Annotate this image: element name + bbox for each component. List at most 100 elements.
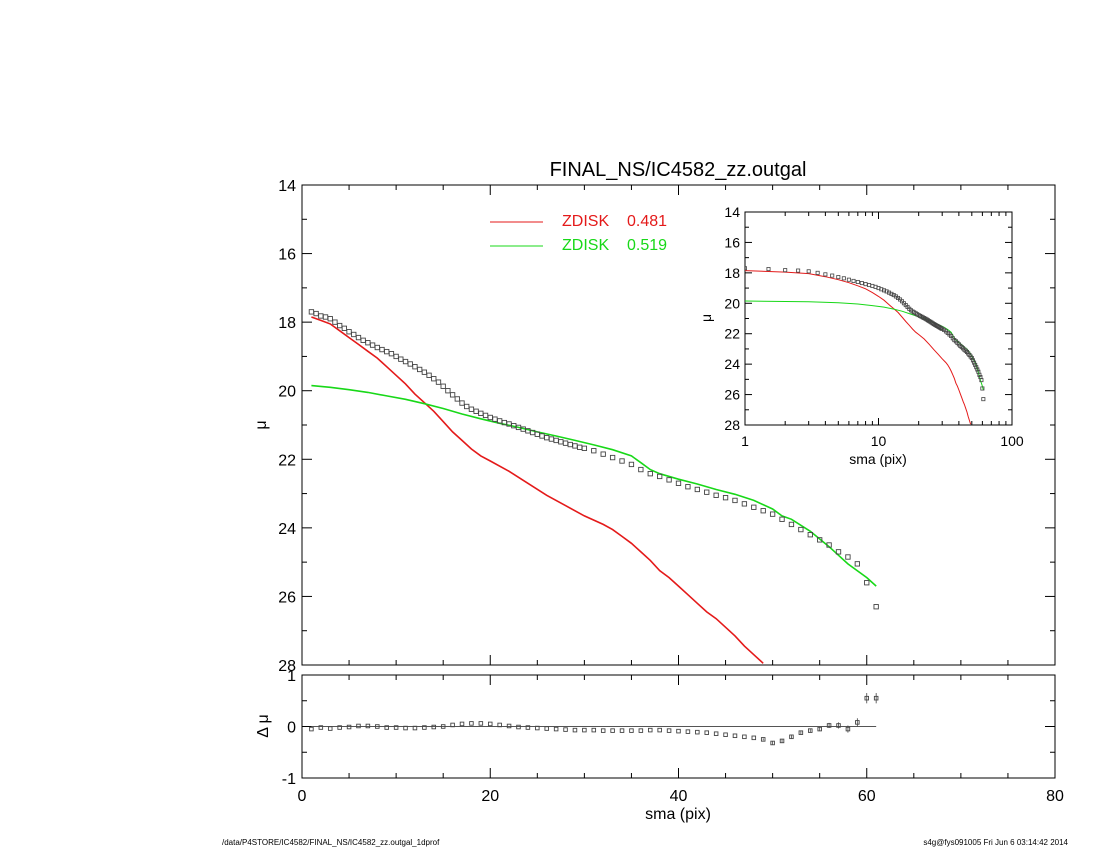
inset-x-tick-label: 10 bbox=[871, 433, 887, 449]
main-data-point bbox=[398, 356, 404, 362]
main-data-point bbox=[459, 400, 465, 406]
inset-data-point bbox=[969, 356, 974, 361]
main-data-point bbox=[548, 436, 555, 442]
main-data-point bbox=[864, 580, 870, 586]
inset-data-point bbox=[975, 367, 980, 372]
residual-point bbox=[450, 722, 455, 728]
inset-x-label: sma (pix) bbox=[849, 451, 907, 467]
inset-data-point bbox=[859, 281, 864, 286]
inset-data-points bbox=[745, 266, 986, 402]
main-data-point bbox=[327, 316, 333, 322]
residual-x-tick-label: 0 bbox=[298, 788, 307, 805]
main-data-point bbox=[313, 310, 319, 317]
main-data-point bbox=[412, 364, 418, 370]
main-series-line-1 bbox=[311, 316, 764, 664]
main-y-tick-label: 20 bbox=[278, 384, 296, 401]
main-data-points bbox=[308, 309, 879, 610]
main-data-point bbox=[591, 448, 597, 454]
main-data-point bbox=[341, 325, 348, 331]
residual-point bbox=[808, 728, 813, 733]
main-data-point bbox=[732, 497, 738, 504]
residual-point bbox=[732, 733, 738, 739]
main-data-point bbox=[417, 366, 423, 373]
residual-point bbox=[375, 724, 380, 729]
inset-data-point bbox=[970, 358, 975, 363]
inset-y-tick-label: 22 bbox=[724, 326, 740, 342]
main-data-point bbox=[581, 445, 588, 451]
inset-y-tick-label: 28 bbox=[724, 417, 740, 433]
main-y-tick-label: 28 bbox=[278, 658, 296, 675]
inset-y-tick-label: 20 bbox=[724, 295, 740, 311]
residual-point bbox=[817, 726, 822, 732]
main-data-point bbox=[308, 309, 315, 315]
legend-value-zdisk-1: 0.481 bbox=[627, 213, 667, 230]
main-data-point bbox=[600, 451, 606, 457]
residual-point bbox=[591, 727, 597, 733]
residual-point bbox=[422, 725, 427, 730]
main-y-tick-label: 26 bbox=[278, 589, 296, 606]
footer-file-path: /data/P4STORE/IC4582/FINAL_NS/IC4582_zz.… bbox=[222, 838, 440, 847]
residual-y-tick-label: 0 bbox=[287, 720, 296, 737]
inset-data-point bbox=[979, 378, 984, 383]
main-data-point bbox=[826, 542, 832, 548]
inset-panel-frame bbox=[744, 211, 1013, 426]
residual-point bbox=[365, 723, 371, 729]
main-data-point bbox=[355, 334, 362, 341]
residual-point bbox=[751, 735, 757, 741]
main-data-point bbox=[379, 346, 385, 353]
residual-point bbox=[384, 725, 389, 730]
residual-y-tick-labels: -1 0 1 bbox=[282, 668, 296, 788]
main-data-point bbox=[751, 504, 757, 510]
main-y-label: μ bbox=[253, 420, 270, 429]
main-data-point bbox=[346, 329, 352, 335]
main-data-point bbox=[407, 361, 413, 367]
main-data-point bbox=[374, 344, 380, 351]
residual-point bbox=[685, 729, 691, 734]
residual-point bbox=[506, 723, 512, 729]
residual-x-tick-label: 60 bbox=[858, 788, 876, 805]
main-data-point bbox=[337, 322, 343, 329]
residual-point bbox=[676, 728, 681, 734]
main-data-point bbox=[694, 486, 700, 493]
residual-point bbox=[770, 740, 775, 746]
main-data-point bbox=[704, 489, 710, 495]
residual-x-tick-labels: 0 20 40 60 80 bbox=[298, 788, 1064, 805]
residual-point bbox=[497, 722, 502, 728]
legend-value-zdisk-2: 0.519 bbox=[627, 237, 667, 254]
inset-data-point bbox=[846, 277, 851, 282]
residual-point bbox=[704, 730, 709, 735]
residual-point bbox=[478, 721, 484, 726]
main-y-tick-label: 24 bbox=[278, 521, 296, 538]
residual-point bbox=[760, 737, 766, 742]
main-data-point bbox=[619, 458, 625, 464]
residual-point bbox=[789, 734, 794, 740]
inset-axis-ticks bbox=[744, 211, 1012, 426]
main-data-point bbox=[322, 314, 329, 320]
residual-axis-ticks bbox=[301, 674, 1056, 779]
residual-point bbox=[440, 724, 446, 729]
residual-point bbox=[798, 730, 804, 735]
legend: ZDISK 0.481 ZDISK 0.519 bbox=[490, 213, 667, 254]
residual-point bbox=[469, 721, 474, 726]
inset-data-point bbox=[980, 386, 985, 391]
main-data-point bbox=[628, 461, 635, 468]
main-data-point bbox=[657, 473, 663, 480]
main-data-point bbox=[454, 396, 460, 402]
main-data-point bbox=[402, 358, 409, 365]
inset-data-point bbox=[830, 273, 835, 278]
main-data-point bbox=[445, 388, 451, 394]
residual-point bbox=[544, 726, 549, 731]
main-data-point bbox=[741, 501, 748, 507]
residual-point bbox=[742, 734, 747, 740]
residual-point bbox=[855, 720, 860, 725]
residual-point bbox=[516, 724, 521, 730]
main-data-point bbox=[473, 408, 479, 414]
main-data-point bbox=[318, 313, 324, 319]
residual-point bbox=[600, 728, 606, 733]
residual-point bbox=[864, 695, 870, 701]
main-data-point bbox=[487, 414, 493, 421]
main-data-point bbox=[647, 471, 653, 477]
inset-y-tick-label: 24 bbox=[724, 356, 740, 372]
residual-y-tick-label: -1 bbox=[282, 771, 296, 788]
main-axis-ticks bbox=[301, 184, 1056, 666]
